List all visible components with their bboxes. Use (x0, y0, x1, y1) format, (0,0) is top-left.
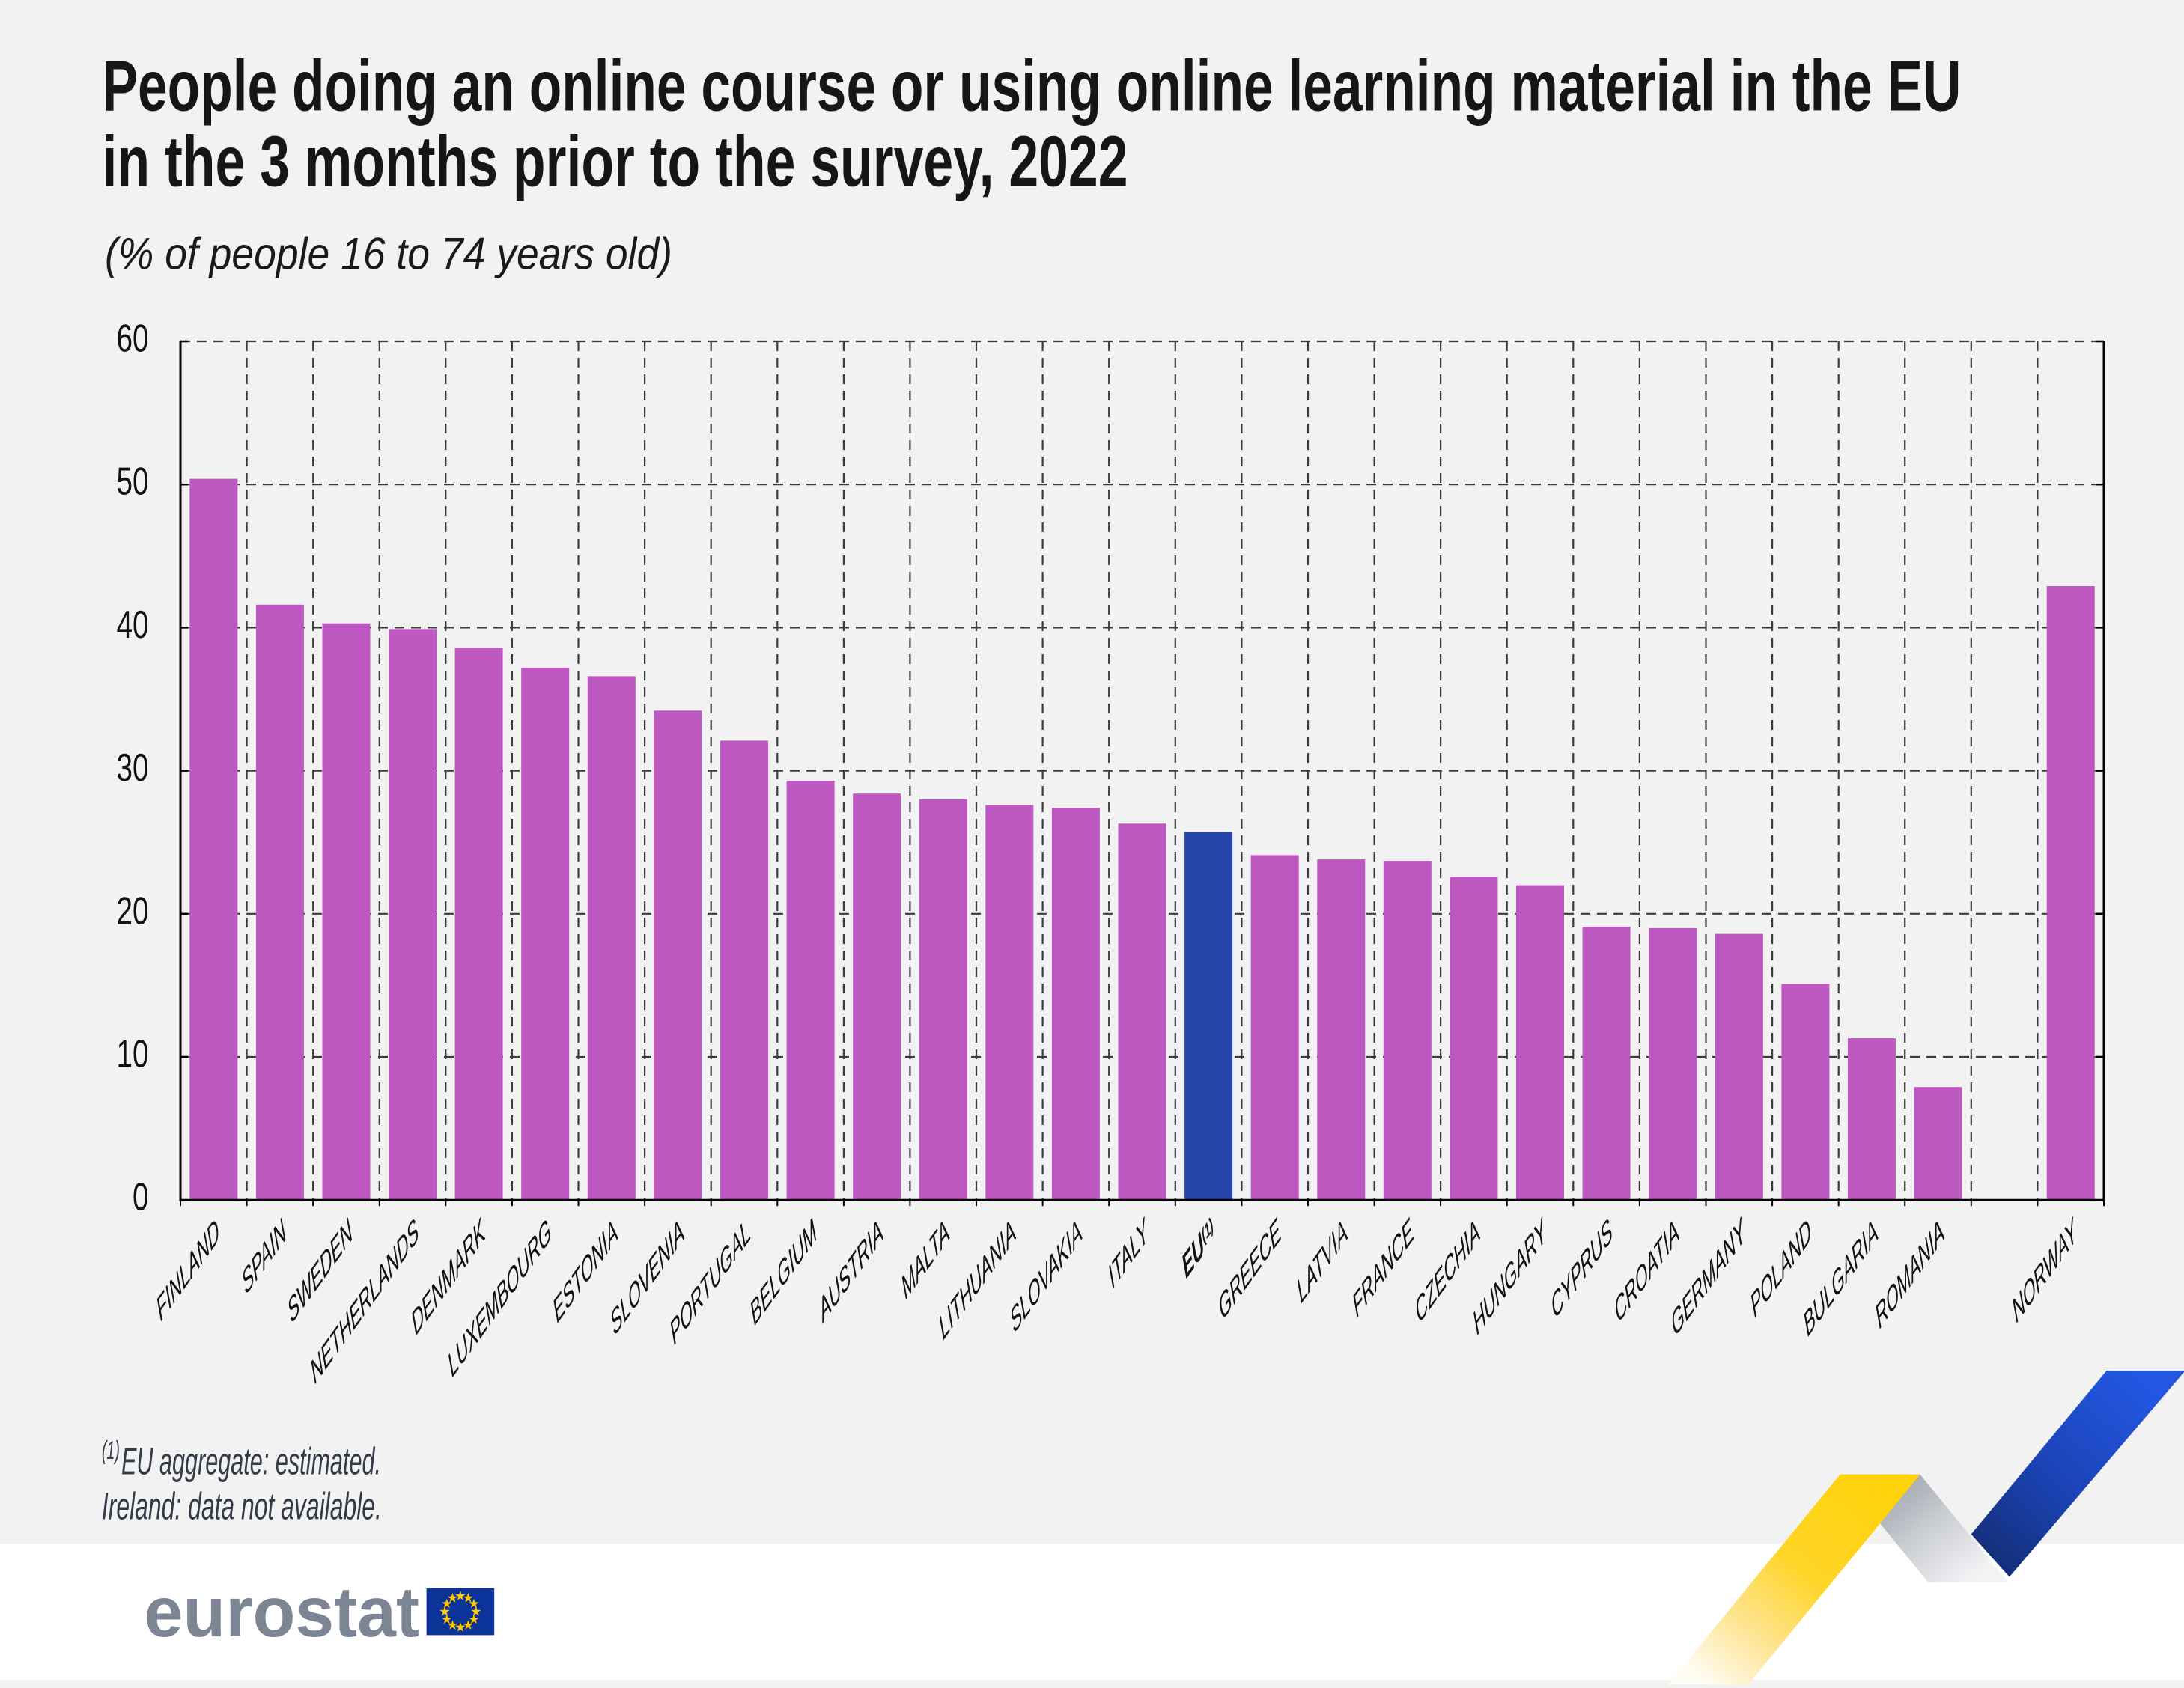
svg-text:Ireland: data not available.: Ireland: data not available. (102, 1485, 382, 1528)
svg-text:(1): (1) (102, 1436, 120, 1465)
svg-text:0: 0 (133, 1176, 149, 1219)
svg-text:50: 50 (117, 460, 149, 504)
svg-text:(% of people 16 to 74 years ol: (% of people 16 to 74 years old) (105, 229, 672, 279)
svg-text:60: 60 (117, 317, 149, 361)
svg-text:People doing an online course: People doing an online course or using o… (103, 46, 1962, 126)
svg-text:eurostat: eurostat (145, 1573, 419, 1652)
svg-text:10: 10 (117, 1033, 149, 1076)
svg-text:40: 40 (117, 603, 149, 647)
svg-text:30: 30 (117, 746, 149, 790)
svg-text:in the 3 months prior to the s: in the 3 months prior to the survey, 202… (103, 122, 1128, 202)
svg-text:EU aggregate: estimated.: EU aggregate: estimated. (121, 1440, 381, 1483)
svg-text:20: 20 (117, 889, 149, 933)
